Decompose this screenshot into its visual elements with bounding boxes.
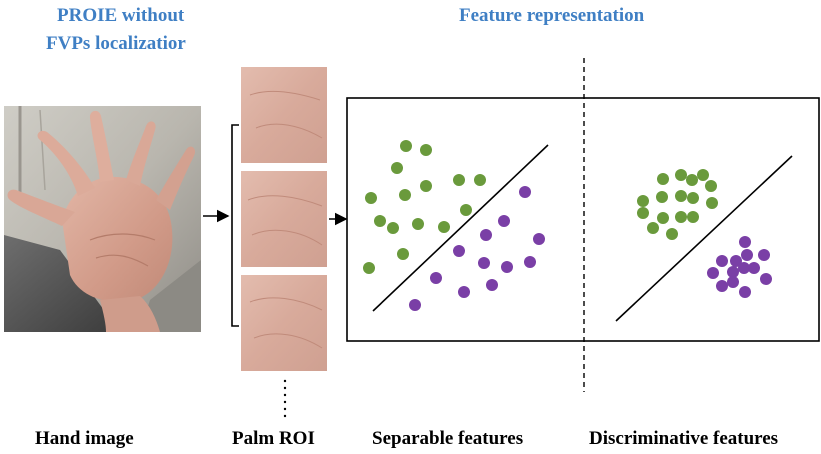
caption-palm-roi: Palm ROI bbox=[232, 428, 315, 449]
caption-discriminative-features: Discriminative features bbox=[589, 428, 779, 449]
feature-box bbox=[346, 97, 820, 342]
discriminative-boundary-line bbox=[615, 155, 793, 322]
discriminative-purple-cluster bbox=[707, 236, 772, 298]
separable-purple-cluster bbox=[409, 186, 545, 311]
caption-hand-image: Hand image bbox=[35, 428, 134, 449]
separable-boundary-line bbox=[372, 144, 549, 312]
caption-separable-features: Separable features bbox=[372, 428, 524, 449]
palm-roi-icon bbox=[241, 67, 327, 371]
discriminative-green-cluster bbox=[637, 169, 718, 240]
roi-bracket bbox=[231, 124, 239, 327]
hand-photo-icon bbox=[4, 106, 201, 332]
proie-title-line1: PROIE without bbox=[57, 5, 185, 26]
feature-representation-title: Feature representation bbox=[459, 5, 645, 26]
ellipsis-dots bbox=[283, 379, 287, 418]
separable-green-cluster bbox=[363, 140, 486, 274]
proie-title-line2: FVPs localizatior bbox=[46, 33, 186, 54]
